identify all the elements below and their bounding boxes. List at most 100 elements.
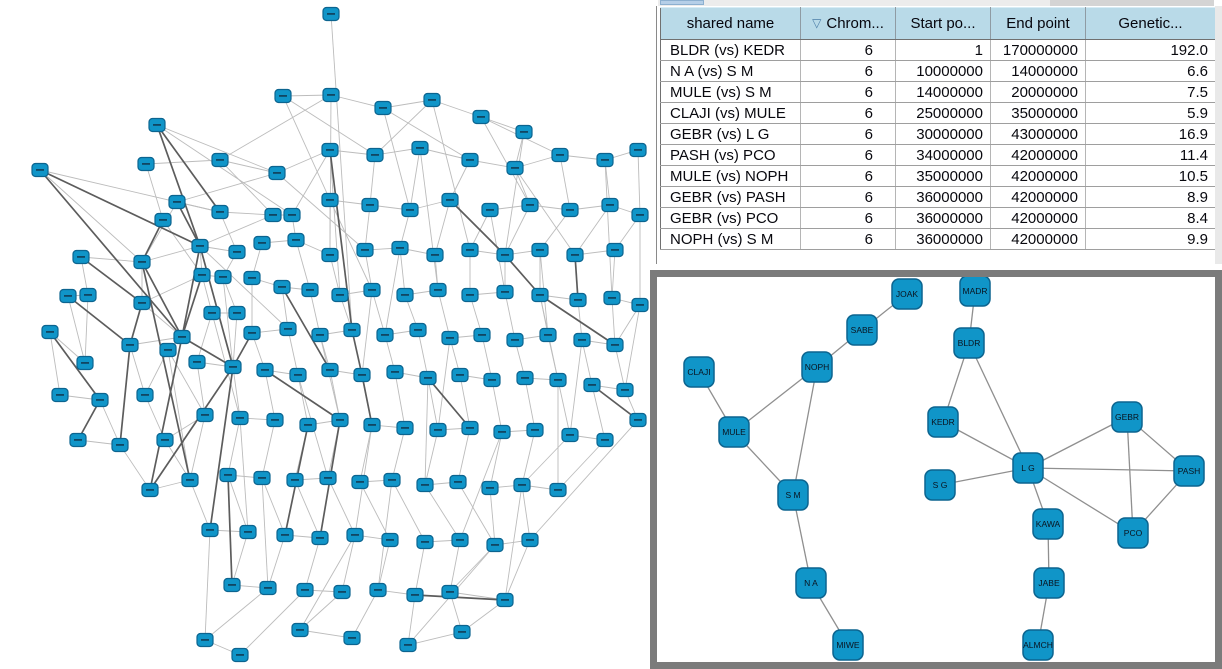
network-node[interactable] bbox=[253, 470, 271, 486]
table-cell[interactable]: 42000000 bbox=[990, 144, 1086, 166]
network-node[interactable] bbox=[141, 482, 159, 498]
network-node[interactable]: GEBR bbox=[1111, 401, 1143, 433]
network-node[interactable] bbox=[193, 267, 211, 283]
network-node[interactable] bbox=[461, 287, 479, 303]
network-node[interactable] bbox=[301, 282, 319, 298]
table-cell[interactable]: 42000000 bbox=[990, 228, 1086, 250]
network-node[interactable] bbox=[51, 387, 69, 403]
network-node[interactable] bbox=[451, 367, 469, 383]
network-node[interactable] bbox=[121, 337, 139, 353]
network-node[interactable] bbox=[253, 235, 271, 251]
network-node[interactable]: JOAK bbox=[891, 278, 923, 310]
network-node[interactable] bbox=[396, 420, 414, 436]
table-cell[interactable]: 170000000 bbox=[990, 39, 1086, 61]
network-node[interactable] bbox=[321, 142, 339, 158]
network-node[interactable] bbox=[441, 584, 459, 600]
table-cell[interactable]: MULE (vs) NOPH bbox=[660, 165, 801, 187]
table-cell[interactable]: 6 bbox=[800, 60, 896, 82]
network-node[interactable] bbox=[416, 477, 434, 493]
network-node[interactable] bbox=[264, 207, 282, 223]
network-node[interactable] bbox=[41, 324, 59, 340]
network-node[interactable] bbox=[606, 337, 624, 353]
network-node[interactable] bbox=[486, 537, 504, 553]
network-node[interactable] bbox=[461, 152, 479, 168]
table-cell[interactable]: 6 bbox=[800, 102, 896, 124]
network-node[interactable] bbox=[72, 249, 90, 265]
network-node[interactable] bbox=[551, 147, 569, 163]
network-node[interactable] bbox=[311, 530, 329, 546]
network-node[interactable]: S G bbox=[924, 469, 956, 501]
network-node[interactable] bbox=[561, 202, 579, 218]
table-cell[interactable]: 36000000 bbox=[895, 186, 991, 208]
table-row[interactable]: MULE (vs) S M 6 14000000 20000000 7.5 bbox=[660, 81, 1216, 103]
network-node[interactable]: ALMCH bbox=[1022, 629, 1054, 661]
network-node[interactable] bbox=[203, 305, 221, 321]
table-cell[interactable]: 25000000 bbox=[895, 102, 991, 124]
network-node[interactable] bbox=[506, 332, 524, 348]
network-node[interactable]: L G bbox=[1012, 452, 1044, 484]
network-node[interactable] bbox=[496, 284, 514, 300]
table-cell[interactable]: 43000000 bbox=[990, 123, 1086, 145]
table-cell[interactable]: 6 bbox=[800, 39, 896, 61]
network-node[interactable] bbox=[156, 432, 174, 448]
network-node[interactable] bbox=[603, 290, 621, 306]
table-cell[interactable]: 16.9 bbox=[1085, 123, 1216, 145]
table-cell[interactable]: 42000000 bbox=[990, 207, 1086, 229]
network-node[interactable] bbox=[168, 194, 186, 210]
network-node[interactable] bbox=[573, 332, 591, 348]
network-node[interactable] bbox=[596, 152, 614, 168]
network-node[interactable] bbox=[137, 156, 155, 172]
network-node[interactable]: PCO bbox=[1117, 517, 1149, 549]
network-node[interactable] bbox=[31, 162, 49, 178]
network-node[interactable]: KAWA bbox=[1032, 508, 1064, 540]
table-cell[interactable]: N A (vs) S M bbox=[660, 60, 801, 82]
network-node[interactable] bbox=[374, 100, 392, 116]
network-node[interactable] bbox=[228, 244, 246, 260]
network-node[interactable] bbox=[399, 637, 417, 653]
table-cell[interactable]: 20000000 bbox=[990, 81, 1086, 103]
network-node[interactable]: SABE bbox=[846, 314, 878, 346]
table-row[interactable]: MULE (vs) NOPH 6 35000000 42000000 10.5 bbox=[660, 165, 1216, 187]
network-node[interactable]: JABE bbox=[1033, 567, 1065, 599]
network-node[interactable] bbox=[526, 422, 544, 438]
network-node[interactable] bbox=[406, 587, 424, 603]
table-cell[interactable]: 30000000 bbox=[895, 123, 991, 145]
table-cell[interactable]: 6.6 bbox=[1085, 60, 1216, 82]
table-cell[interactable]: 8.9 bbox=[1085, 186, 1216, 208]
network-node[interactable] bbox=[148, 117, 166, 133]
network-node[interactable] bbox=[211, 152, 229, 168]
network-node[interactable] bbox=[569, 292, 587, 308]
network-node[interactable] bbox=[219, 467, 237, 483]
network-node[interactable] bbox=[363, 282, 381, 298]
network-node[interactable]: MULE bbox=[718, 416, 750, 448]
network-node[interactable] bbox=[321, 192, 339, 208]
network-node[interactable] bbox=[629, 142, 647, 158]
table-row[interactable]: PASH (vs) PCO 6 34000000 42000000 11.4 bbox=[660, 144, 1216, 166]
network-node[interactable] bbox=[429, 422, 447, 438]
network-node[interactable] bbox=[472, 109, 490, 125]
table-cell[interactable]: MULE (vs) S M bbox=[660, 81, 801, 103]
table-cell[interactable]: 5.9 bbox=[1085, 102, 1216, 124]
network-node[interactable] bbox=[133, 295, 151, 311]
table-cell[interactable]: 6 bbox=[800, 165, 896, 187]
network-node[interactable] bbox=[291, 622, 309, 638]
network-node[interactable] bbox=[521, 532, 539, 548]
network-node[interactable] bbox=[243, 325, 261, 341]
network-node[interactable] bbox=[321, 247, 339, 263]
network-node[interactable] bbox=[451, 532, 469, 548]
table-row[interactable]: BLDR (vs) KEDR 6 1 170000000 192.0 bbox=[660, 39, 1216, 61]
network-node[interactable] bbox=[279, 321, 297, 337]
network-node[interactable] bbox=[311, 327, 329, 343]
network-node[interactable] bbox=[111, 437, 129, 453]
table-cell[interactable]: 6 bbox=[800, 186, 896, 208]
table-cell[interactable]: 10.5 bbox=[1085, 165, 1216, 187]
network-node[interactable] bbox=[91, 392, 109, 408]
network-node[interactable] bbox=[256, 362, 274, 378]
network-node[interactable] bbox=[596, 432, 614, 448]
network-node[interactable] bbox=[426, 247, 444, 263]
network-node[interactable] bbox=[416, 534, 434, 550]
network-node[interactable] bbox=[283, 207, 301, 223]
network-node[interactable] bbox=[343, 630, 361, 646]
table-cell[interactable]: 192.0 bbox=[1085, 39, 1216, 61]
network-node[interactable] bbox=[369, 582, 387, 598]
